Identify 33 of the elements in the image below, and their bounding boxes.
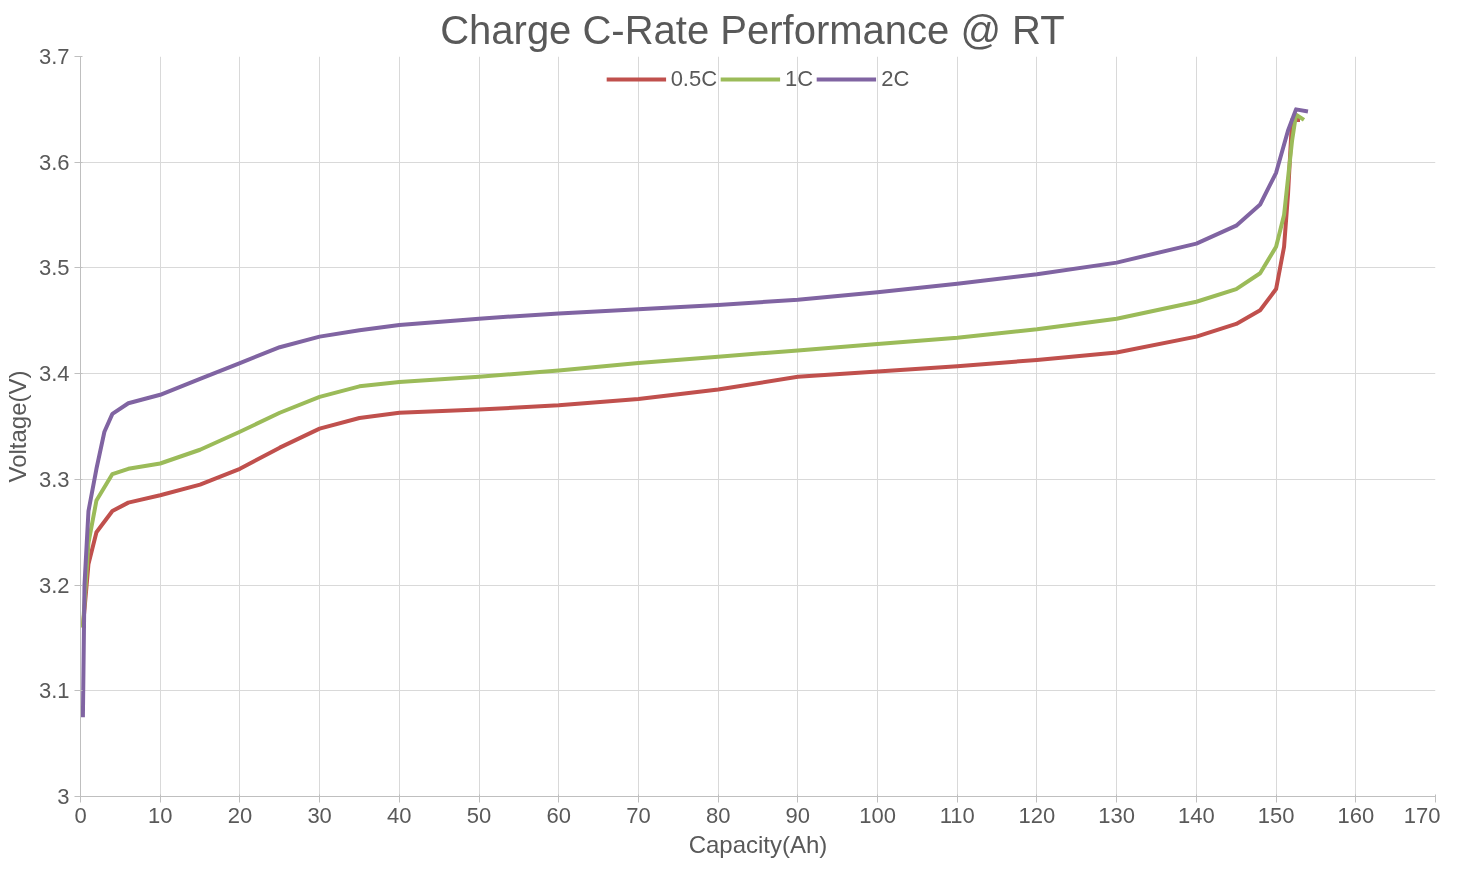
x-tick-label: 130 xyxy=(1098,802,1136,828)
x-tick-label: 140 xyxy=(1178,802,1215,828)
legend-label: 0.5C xyxy=(670,66,718,92)
y-tick-label: 3.5 xyxy=(38,255,70,281)
line-series xyxy=(80,107,1310,720)
x-tick-label: 40 xyxy=(387,802,412,828)
x-tick-label: 30 xyxy=(307,802,332,828)
y-tick-label: 3.4 xyxy=(38,361,70,387)
x-tick-label: 20 xyxy=(227,802,253,828)
x-tick-label: 70 xyxy=(626,802,651,828)
y-tick-label: 3 xyxy=(57,784,70,809)
x-tick-label: 80 xyxy=(705,802,731,828)
x-tick-label: 150 xyxy=(1257,802,1295,828)
x-tick-label: 0 xyxy=(74,802,87,828)
legend-label: 2C xyxy=(881,66,910,92)
x-tick-label: 90 xyxy=(785,802,811,828)
x-tick-label: 60 xyxy=(546,802,571,828)
y-tick-label: 3.2 xyxy=(38,572,70,598)
x-tick-label: 120 xyxy=(1018,802,1056,828)
y-tick-label: 3.6 xyxy=(38,149,70,175)
chart-title: Charge C-Rate Performance @ RT xyxy=(440,7,1065,52)
y-axis-title: Voltage(V) xyxy=(3,370,31,483)
x-tick-label: 160 xyxy=(1337,802,1375,828)
x-tick-label: 170 xyxy=(1403,802,1441,828)
y-tick-label: 3.7 xyxy=(38,44,70,69)
x-tick-label: 10 xyxy=(147,802,173,828)
y-tick-label: 3.3 xyxy=(38,466,70,492)
x-tick-label: 100 xyxy=(859,802,896,828)
x-axis-title: Capacity(Ah) xyxy=(688,830,828,858)
legend-label: 1C xyxy=(785,66,814,92)
x-tick-label: 110 xyxy=(939,802,975,828)
y-tick-label: 3.1 xyxy=(38,678,70,704)
x-tick-label: 50 xyxy=(466,802,492,828)
